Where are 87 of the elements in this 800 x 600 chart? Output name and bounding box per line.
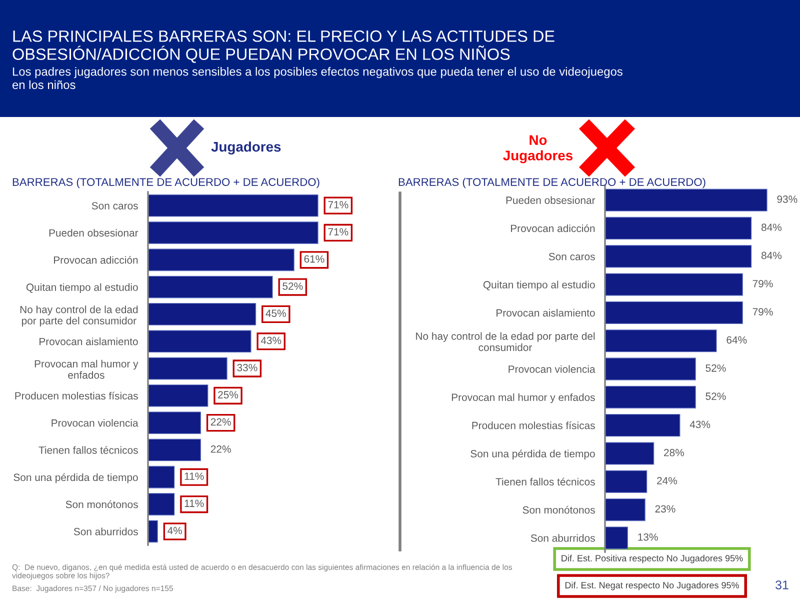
data-label: 52%	[706, 392, 726, 400]
bar	[605, 330, 717, 352]
bar	[148, 330, 252, 353]
data-label: 84%	[761, 252, 782, 260]
bar	[148, 438, 202, 462]
data-label: 79%	[752, 280, 773, 288]
data-label: 64%	[726, 336, 747, 344]
data-label: 13%	[638, 533, 658, 541]
text: Los padres jugadores son menos sensibles a los posibles efectos negativos que pueda tener el uso de videojuegos en los niños	[12, 67, 622, 90]
y-tick-label: Provocan adicción	[54, 256, 138, 264]
y-tick-label: Quitan tiempo al estudio	[483, 280, 595, 290]
y-tick-label: Son aburridos	[74, 528, 138, 536]
annotation: 71%	[328, 228, 348, 236]
annotation: 11%	[184, 500, 204, 508]
y-tick-label: Son caros	[92, 202, 138, 210]
annotation: 61%	[304, 255, 324, 263]
data-label: 43%	[690, 420, 710, 428]
bar	[148, 384, 208, 407]
bar	[605, 301, 743, 324]
y-tick-label: Quitan tiempo al estudio	[26, 283, 138, 293]
bar	[605, 470, 648, 493]
annotation: 45%	[266, 310, 286, 317]
bar	[148, 302, 256, 326]
y-tick-label: Tienen fallos técnicos	[496, 478, 595, 486]
y-tick-label: Son una pérdida de tiempo	[470, 450, 595, 460]
bar	[148, 520, 158, 543]
bar	[148, 493, 175, 516]
y-tick-label: Provocan violencia	[52, 419, 138, 427]
bar	[148, 276, 273, 298]
annotation: 25%	[218, 391, 238, 398]
bar	[148, 248, 294, 272]
bar	[605, 498, 646, 522]
y-tick-label: Son una pérdida de tiempo	[14, 473, 138, 484]
bar	[605, 442, 654, 465]
y-tick-label: Provocan adicción	[511, 224, 595, 232]
chart-title: Jugadores	[211, 141, 281, 155]
bar	[148, 357, 228, 380]
y-tick-label: No hay control de la edad por parte del consumidor	[20, 306, 138, 326]
annotation: 11%	[184, 472, 204, 480]
text: Dif. Est. Negat respecto No Jugadores 95%	[565, 582, 739, 590]
text: Dif. Est. Positiva respecto No Jugadores 95%	[562, 554, 743, 564]
y-tick-label: Son monótonos	[66, 500, 138, 508]
y-tick-label: Provocan aislamiento	[496, 308, 595, 317]
y-tick-label: Son monótonos	[522, 506, 595, 514]
text: 31	[776, 580, 788, 590]
data-label: 22%	[210, 445, 231, 453]
bar	[148, 466, 175, 488]
data-label: 52%	[706, 364, 726, 372]
data-label: 24%	[657, 477, 678, 484]
chart-subtitle: BARRERAS (TOTALMENTE DE ACUERDO + DE ACUERDO)	[12, 178, 320, 188]
y-tick-label: Provocan mal humor y enfados	[452, 393, 595, 404]
y-tick-label: Pueden obsesionar	[506, 196, 596, 204]
bar	[605, 245, 752, 268]
bar	[605, 414, 680, 437]
y-tick-label: Son caros	[548, 252, 595, 260]
data-label: 84%	[761, 224, 782, 232]
y-tick-label: Producen molestias físicas	[15, 392, 138, 400]
bar	[605, 188, 768, 212]
text: LAS PRINCIPALES BARRERAS SON: EL PRECIO Y LAS ACTITUDES DE OBSESIÓN/ADICCIÓN QUE PUEDAN PROVOCAR EN LOS NIÑOS	[12, 30, 554, 63]
annotation: 52%	[282, 282, 303, 290]
y-tick-label: Son aburridos	[530, 534, 595, 542]
annotation: 43%	[260, 336, 282, 344]
data-label: 79%	[752, 308, 773, 316]
bar	[605, 273, 743, 296]
y-tick-label: No hay control de la edad por parte del consumidor	[416, 332, 595, 352]
annotation: 4%	[168, 526, 182, 534]
data-label: 28%	[664, 448, 684, 456]
y-tick-label: Producen molestias físicas	[472, 421, 595, 430]
bar	[605, 358, 696, 380]
bar	[148, 194, 318, 217]
data-label: 23%	[655, 505, 676, 513]
y-tick-label: Provocan violencia	[508, 365, 596, 373]
bar	[605, 216, 752, 240]
chart-title: No Jugadores	[503, 135, 573, 164]
bar	[605, 526, 628, 550]
annotation: 22%	[210, 418, 231, 426]
y-tick-label: Provocan aislamiento	[40, 338, 138, 346]
data-label: 93%	[777, 195, 798, 203]
y-tick-label: Provocan mal humor y enfados	[34, 360, 138, 379]
annotation: 71%	[328, 201, 348, 208]
y-tick-label: Pueden obsesionar	[49, 228, 138, 237]
annotation: 33%	[237, 364, 258, 372]
y-tick-label: Tienen fallos técnicos	[38, 446, 138, 454]
bar	[148, 412, 202, 434]
chart-subtitle: BARRERAS (TOTALMENTE DE ACUERDO + DE ACUERDO)	[398, 178, 706, 188]
bar	[148, 222, 318, 244]
bar	[605, 386, 696, 408]
